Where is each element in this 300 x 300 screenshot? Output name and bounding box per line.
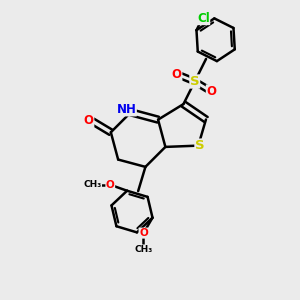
Text: O: O — [206, 85, 216, 98]
Text: O: O — [172, 68, 182, 81]
Text: NH: NH — [116, 103, 136, 116]
Text: CH₃: CH₃ — [83, 180, 102, 189]
Text: O: O — [139, 228, 148, 238]
Text: O: O — [106, 180, 115, 190]
Text: S: S — [190, 75, 200, 88]
Text: S: S — [195, 139, 205, 152]
Text: O: O — [84, 114, 94, 127]
Text: CH₃: CH₃ — [134, 245, 153, 254]
Text: Cl: Cl — [197, 12, 210, 25]
